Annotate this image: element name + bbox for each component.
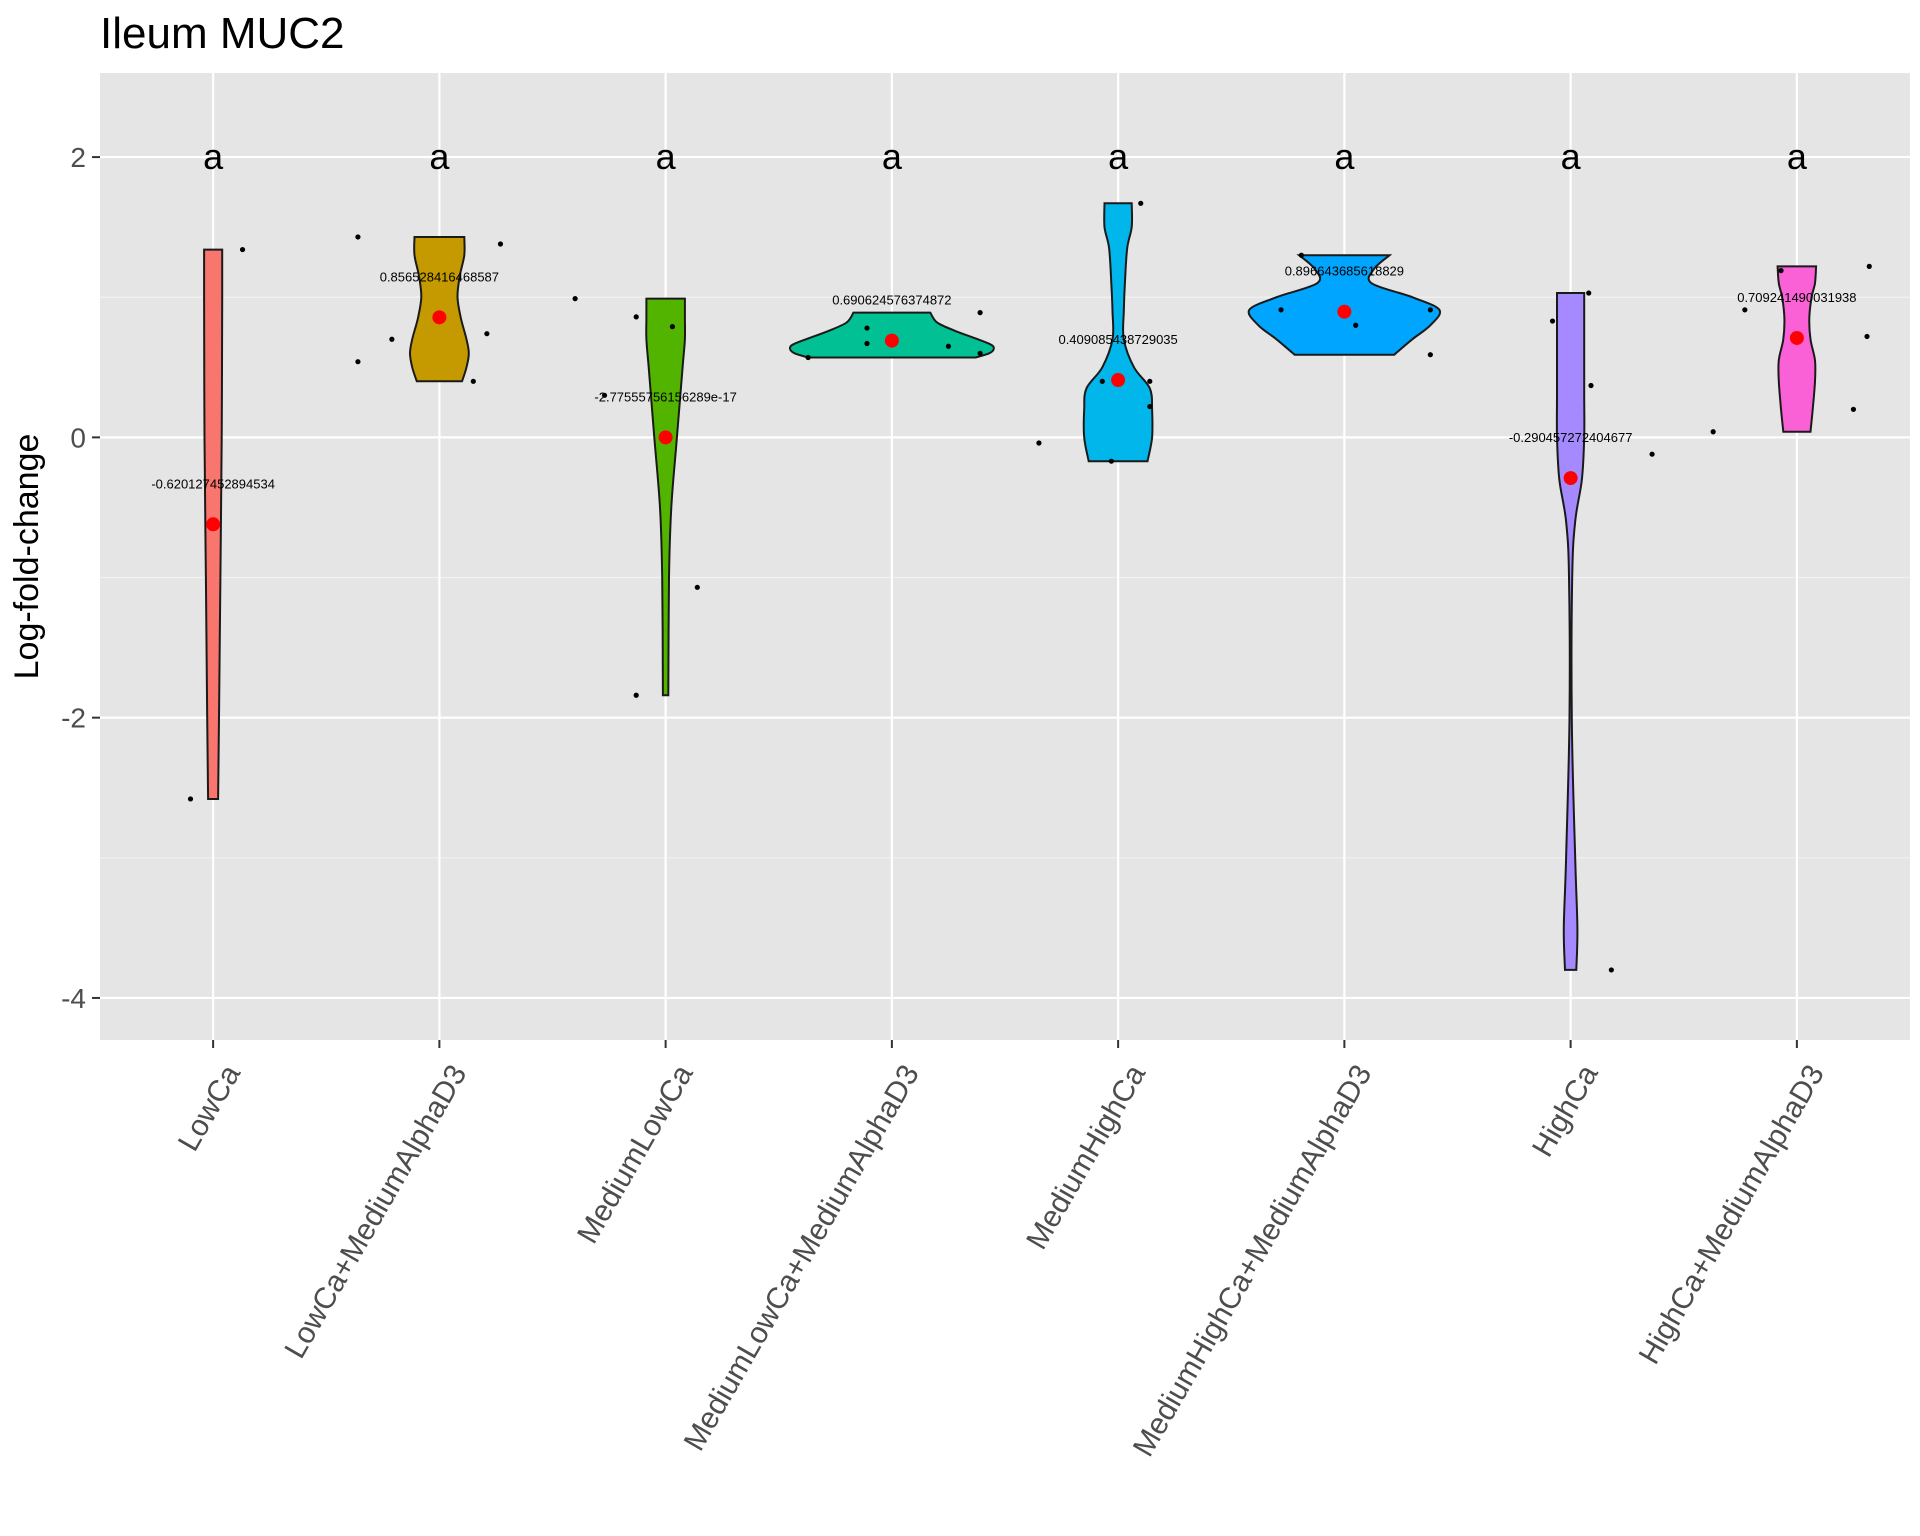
data-point (1866, 263, 1872, 269)
mean-marker (658, 430, 673, 445)
data-point (484, 331, 490, 337)
data-point (1427, 352, 1433, 358)
data-point (1138, 200, 1144, 206)
violin-MediumHighCa (1082, 202, 1154, 463)
data-point (977, 310, 983, 316)
x-tick-label: MediumHighCa+MediumAlphaD3 (1127, 1059, 1379, 1462)
data-point (633, 314, 639, 320)
violin-HighCa (1555, 292, 1586, 971)
group-letter: a (1561, 136, 1582, 177)
data-point (1147, 403, 1153, 410)
data-point (669, 324, 676, 330)
y-tick-label: -2 (61, 703, 86, 734)
x-tick-label: MediumHighCa (1020, 1059, 1152, 1255)
grid-minor (100, 296, 1910, 859)
group-letter: a (1787, 136, 1808, 177)
mean-marker (1111, 373, 1126, 388)
data-point (1588, 382, 1594, 389)
data-point (470, 378, 476, 384)
data-point (977, 350, 983, 356)
data-point (355, 359, 361, 365)
data-point (864, 340, 870, 347)
mean-label: 0.856528416468587 (380, 269, 499, 284)
y-axis-label: Log-fold-change (8, 434, 46, 680)
data-point (1742, 307, 1748, 313)
data-point (1864, 333, 1870, 340)
group-letter: a (882, 136, 903, 177)
data-point (694, 584, 700, 590)
data-point (1586, 290, 1592, 296)
data-point (864, 325, 870, 331)
group-letter: a (1108, 136, 1129, 177)
data-point (1099, 378, 1105, 384)
group-letter: a (429, 136, 450, 177)
violin-LowCa+MediumAlphaD3 (408, 236, 470, 383)
data-point (1427, 307, 1433, 313)
chart-title: Ileum MUC2 (100, 9, 345, 58)
data-point (187, 796, 194, 802)
violin-MediumLowCa (645, 297, 687, 697)
data-points (187, 200, 1872, 973)
mean-label: 0.896643685618829 (1285, 264, 1404, 279)
y-tick-label: 2 (70, 142, 86, 173)
mean-label: 0.690624576374872 (832, 293, 951, 308)
data-point (633, 692, 639, 698)
mean-label: 0.409085438729035 (1058, 332, 1177, 347)
x-tick-label: HighCa (1526, 1059, 1605, 1162)
mean-marker (1789, 330, 1804, 345)
data-point (1850, 406, 1857, 412)
data-point (239, 246, 246, 253)
y-tick-label: -4 (61, 983, 86, 1014)
x-tick-label: MediumLowCa (571, 1059, 700, 1249)
x-tick-label: MediumLowCa+MediumAlphaD3 (678, 1059, 926, 1456)
mean-marker (884, 333, 899, 348)
data-point (497, 241, 504, 247)
mean-label: -0.620127452894534 (151, 476, 275, 491)
data-point (1278, 307, 1284, 313)
group-letter: a (1334, 136, 1355, 177)
x-tick-label: LowCa+MediumAlphaD3 (279, 1059, 474, 1364)
violin-HighCa+MediumAlphaD3 (1776, 265, 1818, 433)
x-axis: LowCa LowCa+MediumAlphaD3 MediumLowCaMediu… (172, 1040, 1831, 1462)
mean-markers (206, 304, 1804, 532)
data-point (355, 234, 361, 240)
data-point (572, 296, 578, 302)
data-point (1298, 252, 1304, 258)
mean-labels: -0.620127452894534 0.856528416468587 -2.77… (151, 264, 1856, 492)
data-point (1036, 440, 1042, 446)
data-point (1649, 451, 1655, 457)
data-point (1549, 318, 1556, 324)
mean-marker (1563, 471, 1578, 486)
data-point (1353, 322, 1359, 328)
mean-marker (206, 517, 221, 532)
mean-label: -0.290457272404677 (1509, 430, 1633, 445)
data-point (1108, 458, 1114, 464)
mean-label: 0.709241490031938 (1737, 290, 1856, 305)
data-point (1608, 967, 1614, 973)
x-tick-label: LowCa (172, 1059, 247, 1157)
y-tick-label: 0 (70, 422, 86, 453)
data-point (601, 392, 608, 398)
mean-marker (1337, 304, 1352, 319)
mean-marker (432, 310, 447, 325)
data-point (1147, 378, 1153, 384)
data-point (389, 336, 395, 342)
mean-label: -2.77555756156289e-17 (594, 389, 736, 404)
group-letter: a (203, 136, 224, 177)
x-tick-label: HighCa+MediumAlphaD3 (1633, 1059, 1831, 1369)
group-letter: a (656, 136, 677, 177)
data-point (945, 343, 952, 349)
data-point (1710, 429, 1716, 435)
y-axis: -4 -2 0 2 (61, 142, 100, 1014)
plot-panel (100, 73, 1910, 1040)
data-point (1778, 268, 1784, 274)
data-point (805, 354, 811, 361)
